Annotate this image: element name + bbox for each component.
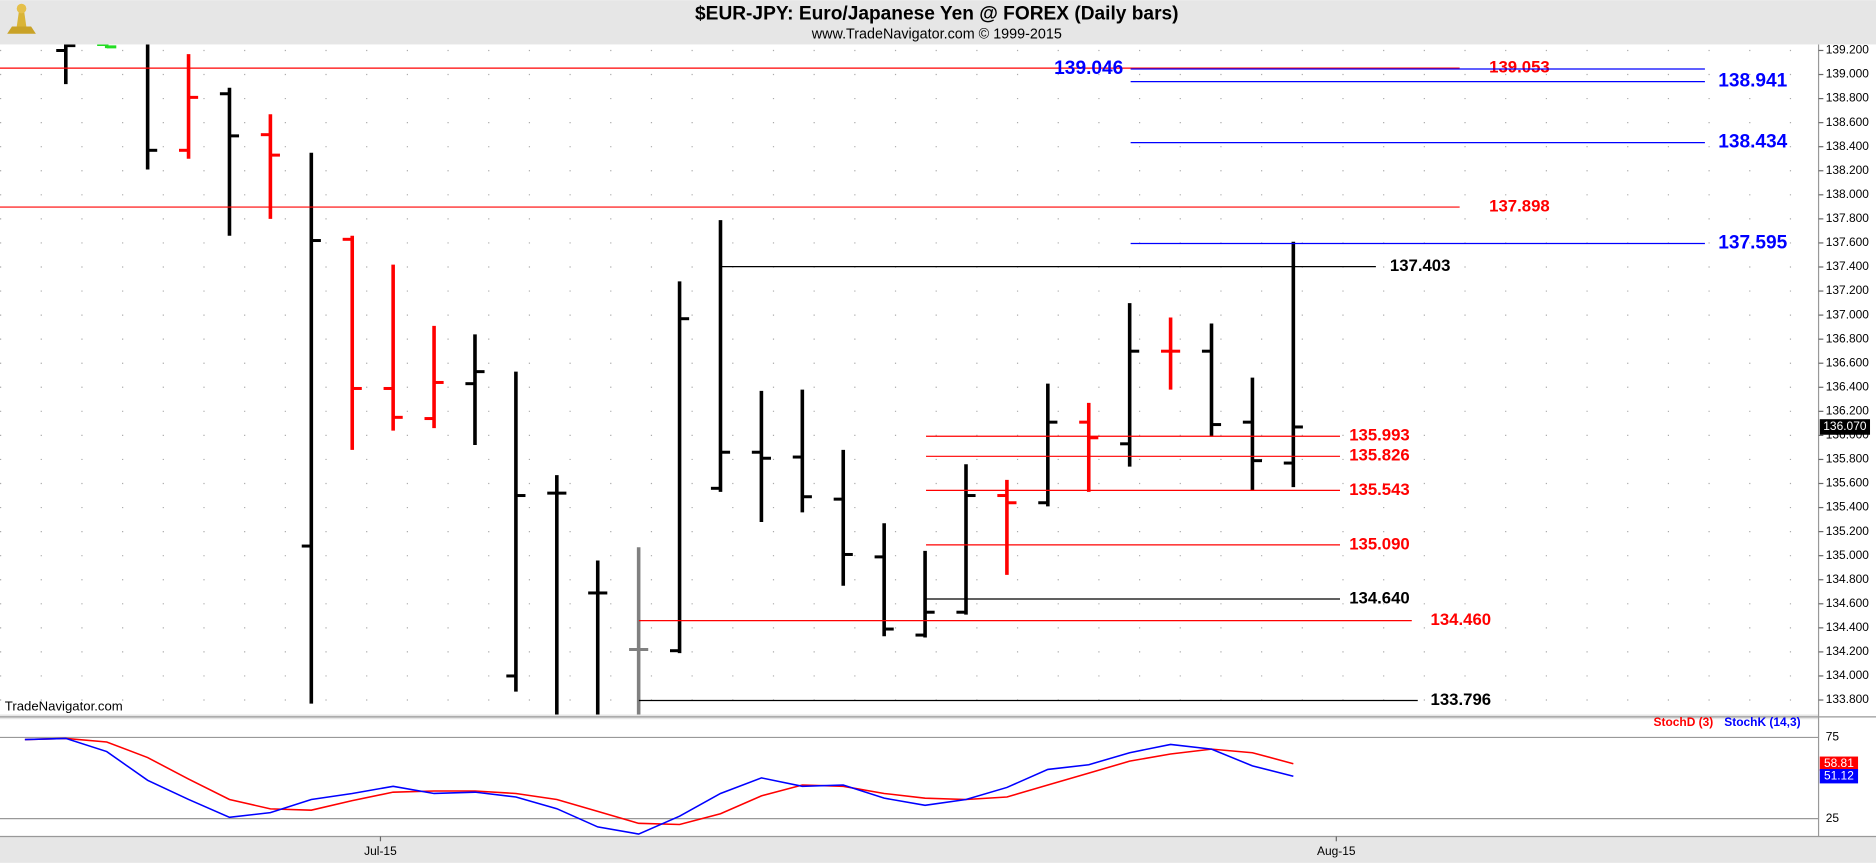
logo bbox=[7, 3, 36, 34]
stoch-line bbox=[24, 737, 1294, 826]
y-tick-label: 25 bbox=[1826, 811, 1840, 825]
y-tick-label: 138.200 bbox=[1826, 163, 1870, 177]
y-tick-label: 134.400 bbox=[1826, 620, 1870, 634]
level-label: 139.046 bbox=[1054, 58, 1123, 79]
level-label: 138.941 bbox=[1718, 71, 1787, 92]
y-tick-label: 136.800 bbox=[1826, 331, 1870, 345]
y-tick-label: 137.800 bbox=[1826, 211, 1870, 225]
level-label: 134.640 bbox=[1349, 588, 1410, 607]
last-value-label: 58.81 bbox=[1824, 756, 1854, 770]
chart-subtitle: www.TradeNavigator.com © 1999-2015 bbox=[811, 27, 1062, 43]
lines bbox=[24, 737, 1294, 835]
watermark: TradeNavigator.com bbox=[5, 699, 123, 714]
x-tick-label: Jul-15 bbox=[364, 844, 397, 858]
y-tick-label: 134.200 bbox=[1826, 644, 1870, 658]
last-value-label: 51.12 bbox=[1824, 768, 1854, 782]
level-label: 137.403 bbox=[1390, 256, 1451, 275]
last-price-label: 136.070 bbox=[1823, 419, 1867, 433]
y-tick-label: 135.200 bbox=[1826, 524, 1870, 538]
chart-title: $EUR-JPY: Euro/Japanese Yen @ FOREX (Dai… bbox=[695, 4, 1178, 25]
level-label: 133.796 bbox=[1431, 690, 1492, 709]
level-label: 139.053 bbox=[1489, 58, 1550, 77]
bars bbox=[56, 44, 1303, 715]
y-tick-label: 138.600 bbox=[1826, 115, 1870, 129]
y-tick-label: 138.400 bbox=[1826, 139, 1870, 153]
y-tick-label: 136.600 bbox=[1826, 355, 1870, 369]
y-tick-label: 138.000 bbox=[1826, 187, 1870, 201]
y-tick-label: 75 bbox=[1826, 730, 1840, 744]
level-label: 135.543 bbox=[1349, 480, 1410, 499]
axis-panel bbox=[1818, 44, 1876, 837]
last-value-box bbox=[1819, 756, 1859, 771]
y-tick-label: 135.800 bbox=[1826, 452, 1870, 466]
y-tick-label: 138.800 bbox=[1826, 91, 1870, 105]
legend-label: StochK (14,3) bbox=[1724, 715, 1800, 729]
y-tick-label: 133.800 bbox=[1826, 692, 1870, 706]
last-price-box bbox=[1819, 419, 1871, 435]
y-tick-label: 135.400 bbox=[1826, 500, 1870, 514]
level-label: 135.993 bbox=[1349, 426, 1410, 445]
x-tick-label: Aug-15 bbox=[1317, 844, 1356, 858]
y-tick-label: 136.400 bbox=[1826, 379, 1870, 393]
y-tick-label: 137.200 bbox=[1826, 283, 1870, 297]
level-label: 134.460 bbox=[1431, 610, 1492, 629]
y-tick-label: 137.400 bbox=[1826, 259, 1870, 273]
y-tick-label: 135.600 bbox=[1826, 476, 1870, 490]
y-tick-label: 137.000 bbox=[1826, 307, 1870, 321]
y-tick-label: 134.000 bbox=[1826, 668, 1870, 682]
y-tick-label: 137.600 bbox=[1826, 235, 1870, 249]
y-tick-label: 134.600 bbox=[1826, 596, 1870, 610]
level-label: 135.090 bbox=[1349, 534, 1410, 553]
level-label: 137.595 bbox=[1718, 233, 1787, 254]
level-label: 137.898 bbox=[1489, 197, 1550, 216]
y-tick-label: 136.200 bbox=[1826, 403, 1870, 417]
level-label: 138.434 bbox=[1718, 132, 1787, 153]
stoch-panel bbox=[0, 719, 1819, 837]
price-panel bbox=[0, 44, 1819, 715]
y-tick-label: 134.800 bbox=[1826, 572, 1870, 586]
stoch-line bbox=[24, 737, 1294, 835]
y-tick-label: 139.000 bbox=[1826, 67, 1870, 81]
level-label: 135.826 bbox=[1349, 446, 1410, 465]
y-tick-label: 135.000 bbox=[1826, 548, 1870, 562]
last-value-box bbox=[1819, 769, 1859, 784]
y-tick-label: 139.200 bbox=[1826, 43, 1870, 57]
legend-label: StochD (3) bbox=[1654, 715, 1714, 729]
